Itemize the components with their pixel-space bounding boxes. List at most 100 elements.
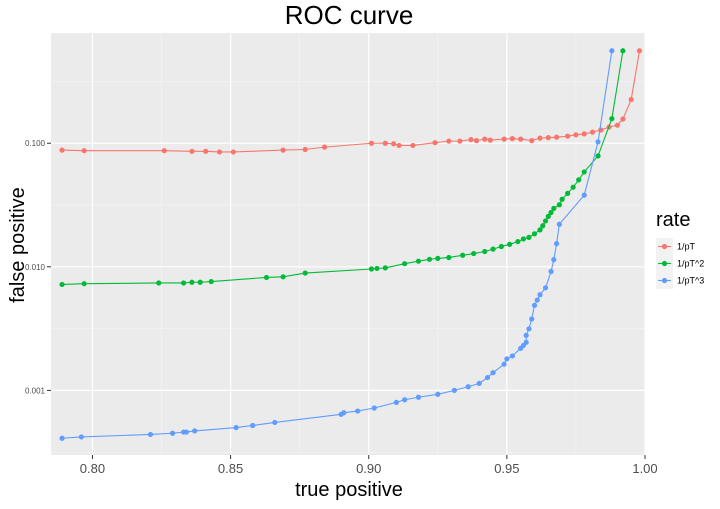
data-point bbox=[556, 202, 562, 208]
series-layer bbox=[59, 48, 643, 441]
data-point bbox=[250, 422, 256, 429]
data-point bbox=[537, 135, 543, 141]
y-tick-label: 0.100 bbox=[25, 139, 46, 148]
data-point bbox=[620, 48, 626, 54]
data-point bbox=[559, 196, 565, 202]
data-point bbox=[548, 209, 554, 216]
data-point bbox=[487, 137, 493, 143]
data-point bbox=[460, 252, 466, 258]
data-point bbox=[415, 258, 422, 264]
data-point bbox=[476, 380, 482, 386]
data-point bbox=[355, 408, 361, 414]
data-point bbox=[490, 370, 496, 376]
data-point bbox=[515, 238, 521, 245]
data-point bbox=[280, 147, 286, 153]
panel-background bbox=[51, 33, 645, 455]
data-point bbox=[468, 137, 474, 143]
data-point bbox=[81, 281, 87, 287]
y-axis-title: false positive bbox=[7, 187, 29, 303]
data-point bbox=[542, 285, 549, 291]
grid-lines bbox=[51, 33, 646, 455]
data-point bbox=[415, 394, 422, 400]
legend-label: 1/pT bbox=[677, 242, 696, 252]
series-1 bbox=[59, 48, 643, 155]
data-point bbox=[457, 138, 463, 144]
legend-key-point bbox=[661, 277, 668, 284]
data-point bbox=[598, 127, 604, 133]
data-point bbox=[553, 134, 560, 140]
data-point bbox=[368, 266, 375, 272]
data-point bbox=[542, 218, 549, 224]
legend-label: 1/pT^3 bbox=[677, 276, 704, 286]
data-point bbox=[529, 138, 535, 144]
data-point bbox=[548, 268, 554, 275]
data-point bbox=[59, 435, 65, 441]
data-point bbox=[183, 429, 189, 435]
data-point bbox=[529, 316, 535, 322]
data-point bbox=[471, 250, 477, 257]
data-point bbox=[302, 270, 308, 276]
data-point bbox=[553, 241, 560, 247]
data-point bbox=[393, 399, 399, 405]
y-tick-label: 0.001 bbox=[25, 386, 46, 395]
data-point bbox=[192, 428, 198, 434]
data-point bbox=[203, 148, 209, 154]
data-point bbox=[263, 274, 270, 281]
data-point bbox=[498, 243, 504, 250]
series-3 bbox=[59, 48, 615, 441]
data-point bbox=[545, 213, 551, 219]
data-point bbox=[156, 280, 162, 286]
x-tick-label: 1.00 bbox=[632, 461, 657, 476]
data-point bbox=[520, 236, 527, 242]
data-point bbox=[189, 148, 195, 154]
data-point bbox=[272, 419, 278, 426]
x-tick-label: 0.85 bbox=[218, 461, 243, 476]
data-point bbox=[581, 131, 587, 137]
data-point bbox=[371, 405, 377, 411]
data-point bbox=[565, 133, 571, 139]
data-point bbox=[526, 326, 532, 332]
data-point bbox=[509, 353, 515, 359]
data-point bbox=[465, 384, 471, 390]
data-point bbox=[523, 339, 529, 345]
data-point bbox=[551, 257, 557, 263]
data-point bbox=[482, 136, 488, 142]
data-point bbox=[504, 356, 510, 362]
data-point bbox=[446, 138, 452, 144]
data-point bbox=[435, 255, 441, 261]
data-point bbox=[523, 332, 529, 338]
data-point bbox=[551, 205, 557, 211]
data-point bbox=[581, 192, 587, 198]
data-point bbox=[537, 227, 543, 233]
data-point bbox=[620, 116, 626, 122]
data-point bbox=[382, 265, 388, 271]
data-point bbox=[490, 246, 496, 252]
data-point bbox=[526, 234, 532, 240]
data-point bbox=[81, 148, 87, 154]
data-point bbox=[78, 434, 84, 440]
data-point bbox=[537, 292, 543, 298]
y-tick-label: 0.010 bbox=[25, 263, 46, 272]
data-point bbox=[446, 254, 452, 261]
data-point bbox=[636, 48, 643, 54]
data-point bbox=[609, 48, 615, 54]
data-point bbox=[161, 148, 167, 154]
data-point bbox=[501, 136, 507, 142]
data-point bbox=[396, 142, 402, 149]
data-point bbox=[581, 169, 587, 175]
data-point bbox=[216, 149, 223, 155]
data-point bbox=[614, 122, 620, 128]
data-point bbox=[573, 132, 579, 138]
chart-title: ROC curve bbox=[285, 0, 414, 30]
data-point bbox=[410, 142, 416, 149]
data-point bbox=[570, 184, 576, 190]
data-point bbox=[589, 129, 596, 135]
data-point bbox=[435, 391, 441, 397]
data-point bbox=[302, 146, 308, 153]
data-point bbox=[609, 116, 615, 122]
legend-key bbox=[656, 238, 673, 255]
data-point bbox=[59, 281, 65, 288]
data-point bbox=[473, 138, 480, 144]
